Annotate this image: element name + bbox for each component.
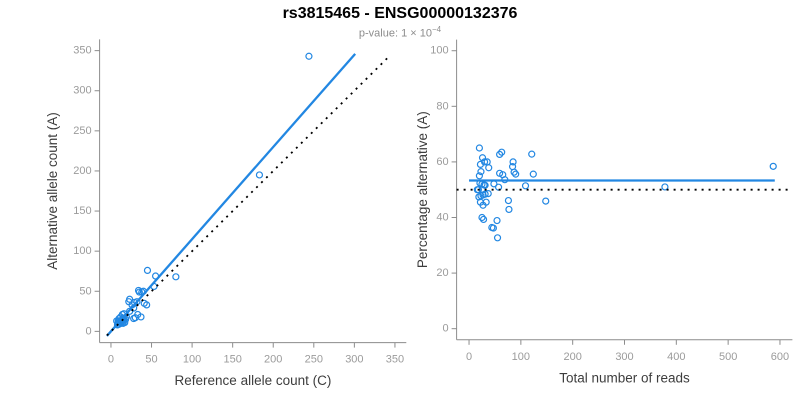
fit-line bbox=[106, 53, 357, 337]
scatter-point bbox=[255, 171, 264, 179]
x-tick-label: 150 bbox=[223, 354, 241, 366]
scatter-point bbox=[121, 318, 129, 327]
scatter-point bbox=[493, 234, 502, 242]
scatter-point bbox=[125, 298, 133, 306]
scatter-point bbox=[494, 183, 503, 191]
scatter-point bbox=[137, 313, 145, 321]
x-tick-label: 50 bbox=[145, 354, 157, 366]
x-tick-label: 250 bbox=[305, 354, 323, 366]
scatter-point bbox=[504, 196, 513, 205]
scatter-point bbox=[493, 216, 501, 225]
scatter-point bbox=[479, 215, 488, 224]
x-tick-label: 200 bbox=[563, 351, 581, 363]
x-axis-title: Reference allele count (C) bbox=[175, 373, 332, 388]
scatter-point bbox=[479, 201, 487, 209]
scatter-point bbox=[478, 154, 487, 162]
scatter-point bbox=[529, 170, 537, 178]
p-value-text: p-value: 1 × 10 bbox=[358, 27, 432, 40]
y-tick-label: 300 bbox=[73, 85, 91, 97]
scatter-point bbox=[661, 183, 669, 191]
scatter-point bbox=[481, 190, 489, 198]
y-tick-label: 250 bbox=[73, 125, 91, 137]
y-tick-label: 80 bbox=[436, 100, 448, 112]
scatter-point bbox=[542, 197, 550, 205]
x-tick-label: 600 bbox=[771, 351, 789, 363]
y-tick-label: 60 bbox=[436, 156, 448, 168]
y-tick-label: 50 bbox=[79, 285, 91, 297]
y-tick-label: 150 bbox=[73, 205, 91, 217]
scatter-point bbox=[528, 150, 536, 158]
y-axis-title: Alternative allele count (A) bbox=[45, 112, 60, 270]
plot-title: rs3815465 - ENSG00000132376 bbox=[282, 5, 518, 22]
scatter-point bbox=[305, 52, 313, 60]
scatter-point bbox=[769, 162, 777, 170]
scatter-point bbox=[509, 158, 517, 166]
x-tick-label: 0 bbox=[108, 354, 114, 366]
identity-line bbox=[106, 57, 389, 337]
scatter-point bbox=[498, 148, 506, 156]
y-tick-label: 350 bbox=[73, 45, 91, 57]
scatter-point bbox=[475, 144, 484, 152]
scatter-point bbox=[483, 158, 491, 166]
scatter-point bbox=[477, 168, 485, 176]
x-tick-label: 300 bbox=[345, 354, 363, 366]
y-axis-title: Percentage alternative (A) bbox=[415, 111, 430, 268]
x-tick-label: 0 bbox=[466, 351, 472, 363]
scatter-point bbox=[143, 266, 152, 275]
y-tick-label: 0 bbox=[442, 323, 448, 335]
scatter-point bbox=[473, 186, 481, 194]
x-tick-label: 400 bbox=[667, 351, 685, 363]
y-tick-label: 40 bbox=[436, 211, 448, 223]
scatter-point bbox=[476, 160, 485, 169]
x-tick-label: 100 bbox=[183, 354, 201, 366]
scatter-point bbox=[488, 223, 496, 232]
y-tick-label: 20 bbox=[436, 267, 448, 279]
scatter-point bbox=[496, 150, 504, 158]
x-tick-label: 100 bbox=[512, 351, 530, 363]
scatter-point bbox=[505, 205, 513, 214]
scatter-point bbox=[130, 314, 138, 323]
plot-subtitle: p-value: 1 × 10−4 bbox=[0, 25, 800, 40]
y-tick-label: 0 bbox=[85, 325, 91, 337]
y-tick-label: 100 bbox=[73, 245, 91, 257]
x-tick-label: 200 bbox=[264, 354, 282, 366]
x-tick-label: 300 bbox=[615, 351, 633, 363]
y-tick-label: 100 bbox=[430, 45, 448, 57]
p-value-exponent: −4 bbox=[431, 25, 442, 34]
scatter-point bbox=[485, 164, 493, 172]
y-tick-label: 200 bbox=[73, 165, 91, 177]
scatter-point bbox=[135, 288, 143, 296]
scatter-point bbox=[521, 182, 530, 190]
scatter-point bbox=[512, 170, 520, 178]
scatter-point bbox=[172, 273, 180, 281]
x-tick-label: 350 bbox=[386, 354, 404, 366]
x-tick-label: 500 bbox=[719, 351, 737, 363]
scatter-point bbox=[478, 213, 486, 222]
scatter-point bbox=[475, 172, 484, 180]
scatter-point bbox=[510, 168, 518, 176]
x-axis-title: Total number of reads bbox=[559, 370, 690, 385]
scatter-point bbox=[143, 301, 151, 309]
